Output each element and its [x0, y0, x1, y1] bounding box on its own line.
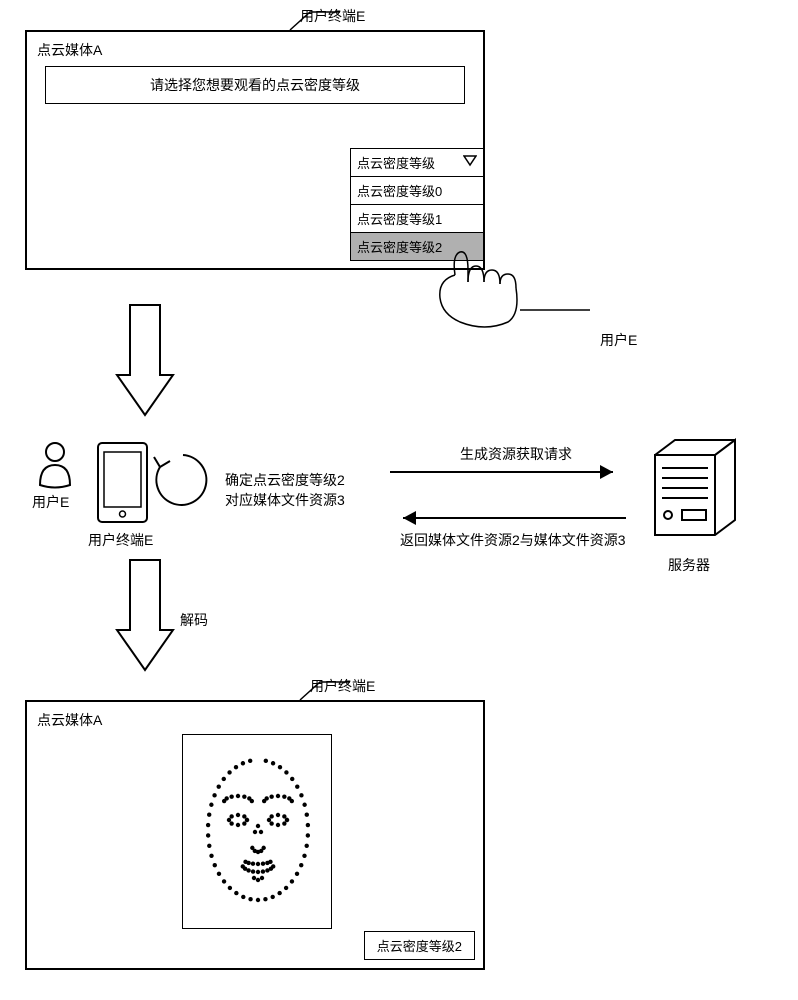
response-arrow — [388, 508, 628, 528]
panel1-title: 点云媒体A — [37, 40, 102, 60]
chevron-down-icon — [463, 155, 477, 170]
request-label: 生成资源获取请求 — [460, 444, 572, 464]
dropdown-header[interactable]: 点云密度等级 — [350, 148, 484, 176]
dropdown-header-label: 点云密度等级 — [357, 156, 435, 171]
request-arrow — [388, 462, 628, 482]
user-icon — [35, 440, 75, 490]
panel2-title: 点云媒体A — [37, 710, 102, 730]
loop-icon — [148, 445, 218, 515]
face-frame — [182, 734, 332, 929]
determine-line1: 确定点云密度等级2 — [225, 470, 345, 490]
face-point-cloud — [183, 735, 333, 930]
server-icon — [640, 430, 750, 550]
terminal-e-label-middle: 用户终端E — [88, 530, 153, 550]
response-label: 返回媒体文件资源2与媒体文件资源3 — [400, 530, 626, 550]
dropdown-option-1[interactable]: 点云密度等级1 — [350, 204, 484, 232]
user-e-label-middle: 用户E — [32, 492, 69, 512]
panel-2: 点云媒体A 点云密度等级2 — [25, 700, 485, 970]
decode-label: 解码 — [180, 610, 208, 630]
hand-icon — [430, 240, 600, 340]
user-e-hand-label: 用户E — [600, 330, 637, 350]
server-label: 服务器 — [668, 555, 710, 575]
density-badge: 点云密度等级2 — [364, 931, 475, 960]
arrow-down-1 — [115, 300, 175, 420]
phone-icon — [95, 440, 150, 525]
arrow-down-2 — [115, 555, 175, 675]
determine-line2: 对应媒体文件资源3 — [225, 490, 345, 510]
prompt-box: 请选择您想要观看的点云密度等级 — [45, 66, 465, 104]
dropdown-option-0[interactable]: 点云密度等级0 — [350, 176, 484, 204]
